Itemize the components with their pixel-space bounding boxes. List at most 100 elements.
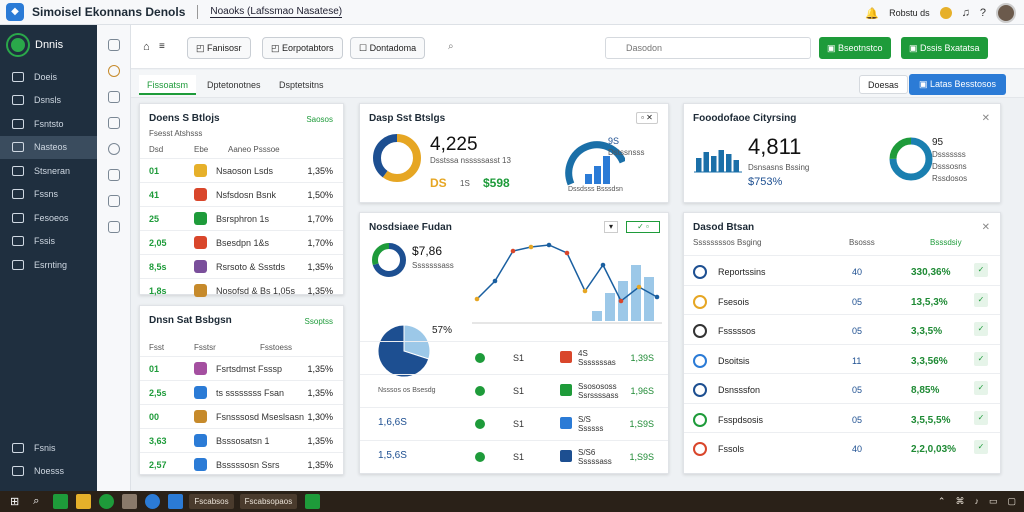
- green-button-1[interactable]: ▣ Bseotnstco: [819, 37, 891, 59]
- tab-3[interactable]: Dsptetsitns: [279, 80, 324, 90]
- notification-bell-icon[interactable]: 🔔: [865, 7, 880, 20]
- sidebar-item-2[interactable]: Dsnsls: [0, 89, 97, 113]
- chart-toggle-icon[interactable]: ▾: [604, 221, 618, 233]
- card-left-2-link[interactable]: Ssoptss: [304, 317, 333, 326]
- kpi-1-options-icon[interactable]: ▫ ✕: [636, 112, 658, 124]
- mini-bar: [603, 156, 610, 184]
- kpi-bar: [726, 154, 732, 172]
- search-icon[interactable]: ⌕: [448, 41, 454, 52]
- table-row[interactable]: 2,05 Bsesdpn 1&s 1,70%: [140, 230, 343, 254]
- sidebar-item-4[interactable]: Nasteos: [0, 135, 97, 159]
- tool-bookmark-icon[interactable]: [107, 117, 120, 129]
- close-icon[interactable]: ✕: [981, 222, 990, 233]
- check-icon[interactable]: ✓: [974, 440, 988, 454]
- table-row[interactable]: 2,5s ts ssssssss Fsan 1,35%: [140, 380, 343, 404]
- avatar[interactable]: [996, 3, 1016, 23]
- header-button-1[interactable]: ◰ Fanisosr: [187, 37, 251, 59]
- header-button-1-label: Fanisosr: [207, 43, 242, 53]
- taskbar-app-4-icon[interactable]: [305, 494, 321, 509]
- check-icon[interactable]: ✓: [974, 322, 988, 336]
- list-item[interactable]: S1 4S Sssssssas 1,39S: [360, 341, 668, 375]
- tool-link-icon[interactable]: [107, 91, 120, 103]
- sidebar-item-label: Stsneran: [34, 165, 71, 176]
- coin-icon[interactable]: [939, 7, 952, 19]
- home-icon[interactable]: ⌂: [143, 41, 150, 53]
- sidebar-item-9[interactable]: Esrnting: [0, 253, 97, 277]
- sidebar-item-6[interactable]: Fssns: [0, 183, 97, 207]
- tab-right-button[interactable]: Doesas: [859, 75, 908, 94]
- sidebar-item-1[interactable]: Doeis: [0, 65, 97, 89]
- list-item[interactable]: S1 Ssosososs Ssrssssass 1,96S: [360, 374, 668, 408]
- list-item[interactable]: Dsnsssfon 05 8,85% ✓: [684, 373, 1000, 405]
- check-icon[interactable]: ✓: [974, 381, 988, 395]
- list-item[interactable]: Fssols 40 2,2,0,03% ✓: [684, 432, 1000, 464]
- sidebar-bottom-item-2[interactable]: Noesss: [0, 460, 97, 484]
- table-row[interactable]: 01 Nsaoson Lsds 1,35%: [140, 158, 343, 182]
- taskbar-shield-icon[interactable]: [99, 494, 115, 509]
- list-item[interactable]: Dsoitsis 11 3,3,56% ✓: [684, 343, 1000, 376]
- tab-right-primary-button[interactable]: ▣ Latas Besstosos: [909, 74, 1007, 95]
- table-row[interactable]: 1,8s Nosofsd & Bs 1,05s 1,35%: [140, 278, 343, 302]
- tool-page-icon[interactable]: [107, 39, 120, 51]
- header-button-2[interactable]: ◰ Eorpotabtors: [262, 37, 343, 59]
- list-item[interactable]: Reportssins 40 330,36% ✓: [684, 255, 1000, 287]
- bell-icon[interactable]: ♫: [961, 7, 970, 19]
- taskbar-item-1[interactable]: Fscabsos: [189, 494, 234, 509]
- taskbar-folder-icon[interactable]: [76, 494, 92, 509]
- list-item[interactable]: 1,5,6S S1 S/S6 Sssssass 1,S9S: [360, 440, 668, 474]
- card-left-1-link[interactable]: Saosos: [306, 115, 333, 124]
- taskbar-app-2-icon[interactable]: [122, 494, 138, 509]
- tool-clock-icon[interactable]: [107, 143, 120, 155]
- close-icon[interactable]: ✕: [981, 113, 990, 124]
- table-row[interactable]: 00 Fsnsssosd Mseslsasn 1,30%: [140, 404, 343, 428]
- tab-1[interactable]: Fissoatsm: [139, 75, 197, 95]
- check-icon[interactable]: ✓: [974, 410, 988, 425]
- list-item[interactable]: 1,6,6S S1 S/S Ssssss 1,S9S: [360, 407, 668, 441]
- list-item[interactable]: Fsspdsosis 05 3,5,5,5% ✓: [684, 402, 1000, 435]
- tool-coin-icon[interactable]: [107, 65, 120, 77]
- brand[interactable]: Dnnis: [8, 35, 97, 55]
- list-item[interactable]: Fsssssos 05 3,3,5% ✓: [684, 314, 1000, 346]
- tray-chat-icon[interactable]: ▢: [1007, 496, 1016, 506]
- taskbar-item-2[interactable]: Fscabsopaos: [239, 494, 298, 509]
- taskbar-browser-icon[interactable]: [145, 494, 161, 509]
- tool-grid-icon[interactable]: [107, 221, 120, 233]
- check-icon[interactable]: ✓: [974, 351, 988, 366]
- help-icon[interactable]: ?: [979, 7, 986, 19]
- sidebar-bottom-item-1[interactable]: Fsnis: [0, 436, 97, 460]
- sidebar-item-5[interactable]: Stsneran: [0, 159, 97, 183]
- list-item[interactable]: Fsesois 05 13,5,3% ✓: [684, 284, 1000, 317]
- chart-check-icon[interactable]: ✓ ▫: [626, 221, 660, 233]
- tab-2[interactable]: Dptetonotnes: [207, 80, 261, 90]
- header-button-3[interactable]: ☐ Dontadoma: [350, 37, 426, 59]
- check-icon[interactable]: ✓: [974, 263, 988, 277]
- tool-edit-icon[interactable]: [107, 169, 120, 181]
- table-row[interactable]: 01 Fsrtsdmst Fsssp 1,35%: [140, 356, 343, 380]
- table-row[interactable]: 8,5s Rsrsoto & Ssstds 1,35%: [140, 254, 343, 278]
- document-title[interactable]: Noaoks (Lafssmao Nasatese): [210, 6, 343, 18]
- pie-slice: [403, 324, 431, 360]
- item-qty: 05: [852, 326, 863, 336]
- table-row[interactable]: 25 Bsrsphron 1s 1,70%: [140, 206, 343, 230]
- sidebar-item-3[interactable]: Fsntsto: [0, 112, 97, 136]
- sidebar-item-7[interactable]: Fesoeos: [0, 206, 97, 230]
- tray-battery-icon[interactable]: ▭: [988, 496, 998, 506]
- tray-up-icon[interactable]: ⌃: [937, 496, 946, 506]
- tray-network-icon[interactable]: ⌘: [955, 496, 965, 506]
- table-row[interactable]: 3,63 Bsssosatsn 1 1,35%: [140, 428, 343, 452]
- taskbar-app-1-icon[interactable]: [53, 494, 69, 509]
- green-button-2[interactable]: ▣ Dssis Bxatatsa: [901, 37, 988, 59]
- filter-icon[interactable]: ≡: [159, 41, 165, 52]
- tool-box-icon[interactable]: [107, 195, 120, 207]
- search-input[interactable]: [605, 37, 811, 59]
- table-row[interactable]: 41 Nsfsdosn Bsnk 1,50%: [140, 182, 343, 206]
- table-row[interactable]: 2,57 Bsssssosn Ssrs 1,35%: [140, 452, 343, 476]
- tray-volume-icon[interactable]: ♪: [974, 496, 979, 506]
- taskbar-app-3-icon[interactable]: [168, 494, 184, 509]
- check-icon[interactable]: ✓: [974, 292, 988, 307]
- search-icon[interactable]: ⌕: [33, 495, 40, 507]
- start-icon[interactable]: ⊞: [10, 496, 20, 508]
- item-qty: 40: [852, 267, 863, 277]
- sidebar-item-8[interactable]: Fssis: [0, 230, 97, 254]
- user-name[interactable]: Robstu ds: [889, 8, 930, 18]
